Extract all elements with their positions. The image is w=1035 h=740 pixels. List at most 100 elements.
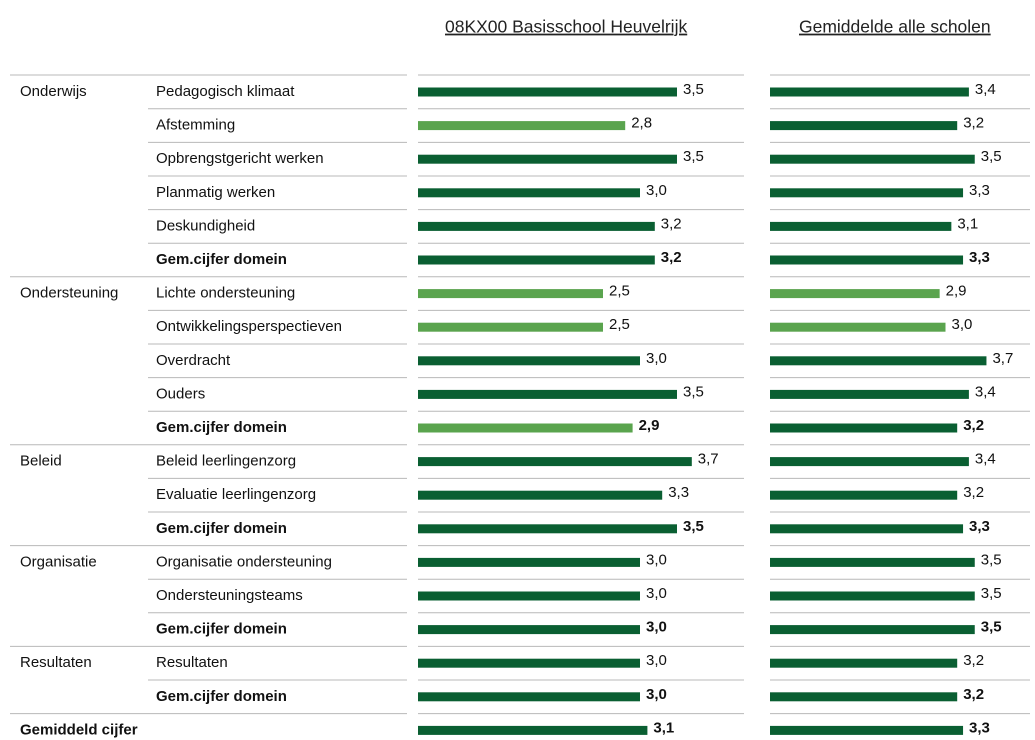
bar	[770, 289, 940, 299]
row-label: Gem.cijfer domein	[156, 520, 287, 537]
bar	[418, 121, 626, 131]
value-label: 3,3	[969, 518, 990, 535]
bar	[770, 692, 958, 702]
bar	[418, 490, 663, 500]
bar	[770, 490, 958, 500]
value-label: 3,1	[957, 215, 978, 232]
value-label: 3,0	[646, 551, 667, 568]
value-label: 3,5	[981, 551, 1002, 568]
bar	[770, 188, 964, 198]
value-label: 3,5	[981, 148, 1002, 165]
bar	[418, 322, 603, 332]
bar	[770, 221, 952, 231]
value-label: 2,8	[631, 115, 652, 132]
value-label: 3,0	[646, 350, 667, 367]
value-label: 3,5	[981, 619, 1002, 636]
value-label: 2,5	[609, 316, 630, 333]
value-label: 3,4	[975, 451, 996, 468]
value-label: 2,9	[946, 283, 967, 300]
group-label: Resultaten	[20, 654, 92, 671]
value-label: 3,2	[963, 686, 984, 703]
value-label: 3,0	[646, 619, 667, 636]
row-label: Gem.cijfer domein	[156, 251, 287, 268]
bar	[418, 221, 655, 231]
bar	[770, 389, 969, 399]
bar	[418, 524, 677, 534]
bar	[418, 87, 677, 97]
value-label: 2,5	[609, 283, 630, 300]
value-label: 3,2	[963, 484, 984, 501]
group-label: Ondersteuning	[20, 285, 118, 302]
value-label: 3,2	[963, 652, 984, 669]
group-label: Gemiddeld cijfer	[20, 721, 138, 738]
bar	[770, 322, 946, 332]
group-label: Beleid	[20, 453, 62, 470]
row-label: Evaluatie leerlingenzorg	[156, 486, 316, 503]
row-label: Planmatig werken	[156, 184, 275, 201]
row-label: Gem.cijfer domein	[156, 688, 287, 705]
value-label: 3,5	[683, 148, 704, 165]
row-label: Resultaten	[156, 654, 228, 671]
value-label: 3,3	[969, 719, 990, 736]
value-label: 3,3	[668, 484, 689, 501]
row-label: Pedagogisch klimaat	[156, 83, 295, 100]
value-label: 3,3	[969, 182, 990, 199]
bar	[418, 591, 640, 601]
bar	[770, 87, 969, 97]
value-label: 3,5	[683, 518, 704, 535]
bar	[770, 423, 958, 433]
value-label: 3,2	[661, 249, 682, 266]
bar	[770, 457, 969, 467]
row-label: Organisatie ondersteuning	[156, 553, 332, 570]
bar	[770, 625, 975, 635]
bar	[770, 524, 964, 534]
value-label: 3,7	[698, 451, 719, 468]
row-label: Lichte ondersteuning	[156, 285, 295, 302]
value-label: 3,2	[963, 115, 984, 132]
row-label: Overdracht	[156, 352, 231, 369]
row-label: Afstemming	[156, 117, 235, 134]
row-label: Ontwikkelingsperspectieven	[156, 318, 342, 335]
bar	[418, 457, 692, 467]
row-label: Opbrengstgericht werken	[156, 150, 324, 167]
bar	[418, 255, 655, 265]
bar	[770, 591, 975, 601]
row-label: Ondersteuningsteams	[156, 587, 303, 604]
value-label: 3,3	[969, 249, 990, 266]
value-label: 3,7	[992, 350, 1013, 367]
value-label: 3,5	[981, 585, 1002, 602]
bar	[770, 658, 958, 668]
bar	[418, 289, 603, 299]
value-label: 3,4	[975, 81, 996, 98]
row-label: Gem.cijfer domein	[156, 621, 287, 638]
value-label: 3,0	[646, 686, 667, 703]
value-label: 3,0	[646, 652, 667, 669]
row-label: Ouders	[156, 385, 205, 402]
group-label: Onderwijs	[20, 83, 87, 100]
bar	[770, 255, 964, 265]
group-label: Organisatie	[20, 553, 97, 570]
bar	[418, 423, 633, 433]
bar	[418, 625, 640, 635]
bar	[418, 154, 677, 164]
bar	[418, 692, 640, 702]
row-label: Beleid leerlingenzorg	[156, 453, 296, 470]
series-header: 08KX00 Basisschool Heuvelrijk	[445, 17, 687, 37]
value-label: 3,5	[683, 81, 704, 98]
value-label: 3,1	[653, 719, 674, 736]
value-label: 3,5	[683, 383, 704, 400]
bar	[418, 557, 640, 567]
bar	[418, 188, 640, 198]
bar	[418, 389, 677, 399]
row-label: Deskundigheid	[156, 217, 255, 234]
value-label: 3,4	[975, 383, 996, 400]
value-label: 3,0	[646, 182, 667, 199]
bar	[770, 356, 987, 366]
bar	[770, 154, 975, 164]
bar	[418, 356, 640, 366]
bar	[418, 658, 640, 668]
bar	[770, 725, 964, 735]
row-label: Gem.cijfer domein	[156, 419, 287, 436]
bar	[418, 725, 648, 735]
